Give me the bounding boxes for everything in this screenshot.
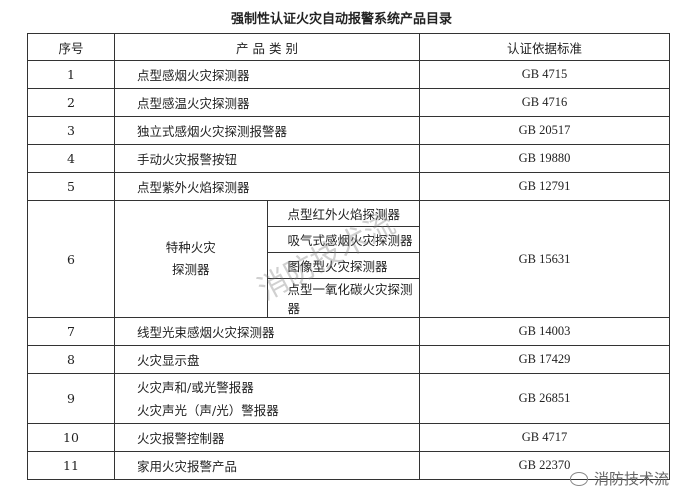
special-detector-group: 特种火灾 探测器 <box>114 200 268 318</box>
row-standard: GB 17429 <box>419 345 670 374</box>
row-standard: GB 15631 <box>419 200 670 318</box>
wechat-icon <box>569 471 588 486</box>
row-name: 点型感烟火灾探测器 <box>114 60 420 89</box>
row-name: 火灾显示盘 <box>114 345 420 374</box>
row-standard: GB 22370 <box>419 451 670 480</box>
row-name: 点型紫外火焰探测器 <box>114 172 420 201</box>
table-row: 3 独立式感烟火灾探测报警器 GB 20517 <box>27 116 670 145</box>
sub-item: 图像型火灾探测器 <box>266 252 420 279</box>
row-no: 6 <box>27 200 115 318</box>
row-no: 4 <box>27 144 115 173</box>
document-title: 强制性认证火灾自动报警系统产品目录 <box>230 12 452 27</box>
table-row: 7 线型光束感烟火灾探测器 GB 14003 <box>27 317 670 346</box>
group-label-line1: 特种火灾 <box>165 240 216 255</box>
row-name-line1: 火灾声和/或光警报器 <box>137 379 254 395</box>
row-name: 手动火灾报警按钮 <box>114 144 420 173</box>
header-standard: 认证依据标准 <box>419 33 670 61</box>
table-row: 6 特种火灾 探测器 点型红外火焰探测器 GB 15631 <box>27 200 670 318</box>
sub-item: 点型一氧化碳火灾探测器 <box>266 278 420 318</box>
row-no: 5 <box>27 172 115 201</box>
group-label-line2: 探测器 <box>171 262 210 277</box>
footer-watermark: 消防技术流 <box>569 468 669 489</box>
table-row: 10 火灾报警控制器 GB 4717 <box>27 423 670 452</box>
row-name: 火灾报警控制器 <box>114 423 420 452</box>
row-standard: GB 4716 <box>419 88 670 117</box>
table-row: 9 火灾声和/或光警报器 火灾声光（声/光）警报器 GB 26851 <box>27 373 670 424</box>
row-no: 11 <box>27 451 115 480</box>
row-standard: GB 26851 <box>419 373 670 424</box>
row-standard: GB 12791 <box>419 172 670 201</box>
row-no: 2 <box>27 88 115 117</box>
row-name: 线型光束感烟火灾探测器 <box>114 317 420 346</box>
sub-item: 吸气式感烟火灾探测器 <box>266 226 420 253</box>
product-catalog-table: 序号 产 品 类 别 认证依据标准 1 点型感烟火灾探测器 GB 4715 2 … <box>27 33 670 480</box>
row-name-line2: 火灾声光（声/光）警报器 <box>137 402 279 418</box>
table-row: 11 家用火灾报警产品 GB 22370 <box>27 451 670 480</box>
row-name: 独立式感烟火灾探测报警器 <box>114 116 420 145</box>
row-standard: GB 14003 <box>419 317 670 346</box>
header-category: 产 品 类 别 <box>114 33 420 61</box>
row-no: 10 <box>27 423 115 452</box>
table-row: 4 手动火灾报警按钮 GB 19880 <box>27 144 670 173</box>
row-no: 7 <box>27 317 115 346</box>
row-name: 家用火灾报警产品 <box>114 451 420 480</box>
table-header: 序号 产 品 类 别 认证依据标准 <box>27 33 670 61</box>
table-row: 2 点型感温火灾探测器 GB 4716 <box>27 88 670 117</box>
header-no: 序号 <box>27 33 115 61</box>
table-row: 8 火灾显示盘 GB 17429 <box>27 345 670 374</box>
row-no: 3 <box>27 116 115 145</box>
row-name: 点型感温火灾探测器 <box>114 88 420 117</box>
row-no: 1 <box>27 60 115 89</box>
table-row: 1 点型感烟火灾探测器 GB 4715 <box>27 60 670 89</box>
footer-label: 消防技术流 <box>593 470 669 488</box>
row-no: 8 <box>27 345 115 374</box>
row-no: 9 <box>27 373 115 424</box>
row-standard: GB 4715 <box>419 60 670 89</box>
sub-item: 点型红外火焰探测器 <box>266 200 420 227</box>
row-standard: GB 20517 <box>419 116 670 145</box>
table-row: 5 点型紫外火焰探测器 GB 12791 <box>27 172 670 201</box>
row-standard: GB 4717 <box>419 423 670 452</box>
row-name: 火灾声和/或光警报器 火灾声光（声/光）警报器 <box>114 373 420 424</box>
row-standard: GB 19880 <box>419 144 670 173</box>
